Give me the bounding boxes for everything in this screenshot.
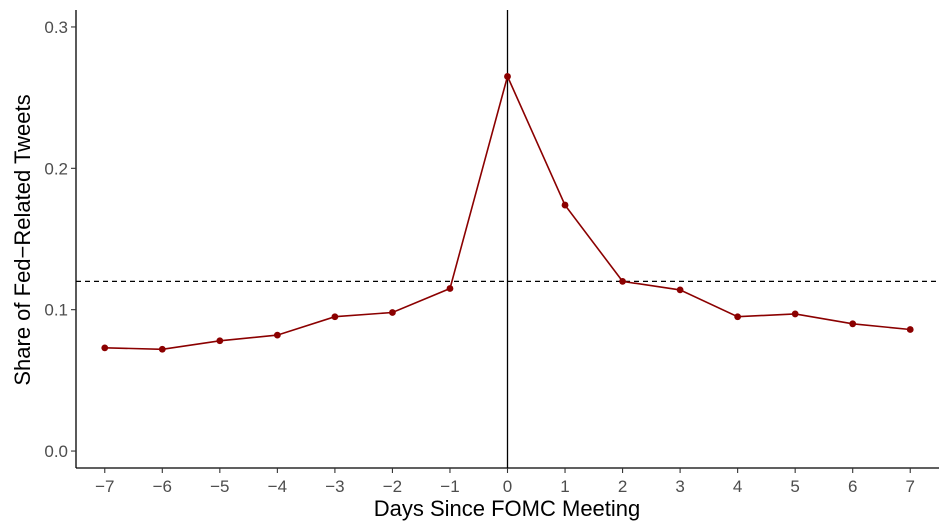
data-point <box>561 201 569 209</box>
data-point <box>676 286 684 294</box>
x-tick-label: −3 <box>325 477 344 496</box>
data-point <box>906 326 914 333</box>
data-point <box>216 337 224 345</box>
y-tick-label: 0.2 <box>44 159 68 178</box>
data-point <box>849 320 857 328</box>
x-tick-label: 5 <box>790 477 799 496</box>
x-tick-label: 6 <box>848 477 857 496</box>
data-point <box>791 310 799 318</box>
x-tick-label: 7 <box>905 477 914 496</box>
x-tick-label: −1 <box>440 477 459 496</box>
data-point <box>389 309 396 316</box>
axes-group: 0.0 0.1 0.2 0.3 −7 −6 −5 −4 −3 −2 −1 0 1 2 3 4 5 6 7 <box>44 10 939 496</box>
x-tick-label: −4 <box>268 477 287 496</box>
y-tick-label: 0.0 <box>44 442 68 461</box>
x-tick-label: −2 <box>383 477 402 496</box>
data-point <box>734 313 742 321</box>
data-point <box>504 73 511 80</box>
data-point <box>273 331 281 339</box>
data-point <box>331 313 339 321</box>
y-axis-title: Share of Fed−Related Tweets <box>10 94 35 385</box>
x-tick-label: 2 <box>618 477 627 496</box>
x-tick-label: 3 <box>675 477 684 496</box>
y-tick-label: 0.3 <box>44 18 68 37</box>
data-point <box>158 345 166 353</box>
series-group <box>101 73 914 353</box>
x-tick-label: 4 <box>733 477 742 496</box>
x-tick-label: 0 <box>503 477 512 496</box>
data-point <box>446 285 454 292</box>
data-point <box>619 278 626 285</box>
x-axis-title: Days Since FOMC Meeting <box>374 496 641 521</box>
x-tick-label: −5 <box>210 477 229 496</box>
x-tick-label: 1 <box>560 477 569 496</box>
data-point <box>101 344 109 352</box>
y-tick-label: 0.1 <box>44 301 68 320</box>
reference-lines <box>76 10 939 468</box>
x-tick-label: −6 <box>153 477 172 496</box>
x-tick-label: −7 <box>95 477 114 496</box>
